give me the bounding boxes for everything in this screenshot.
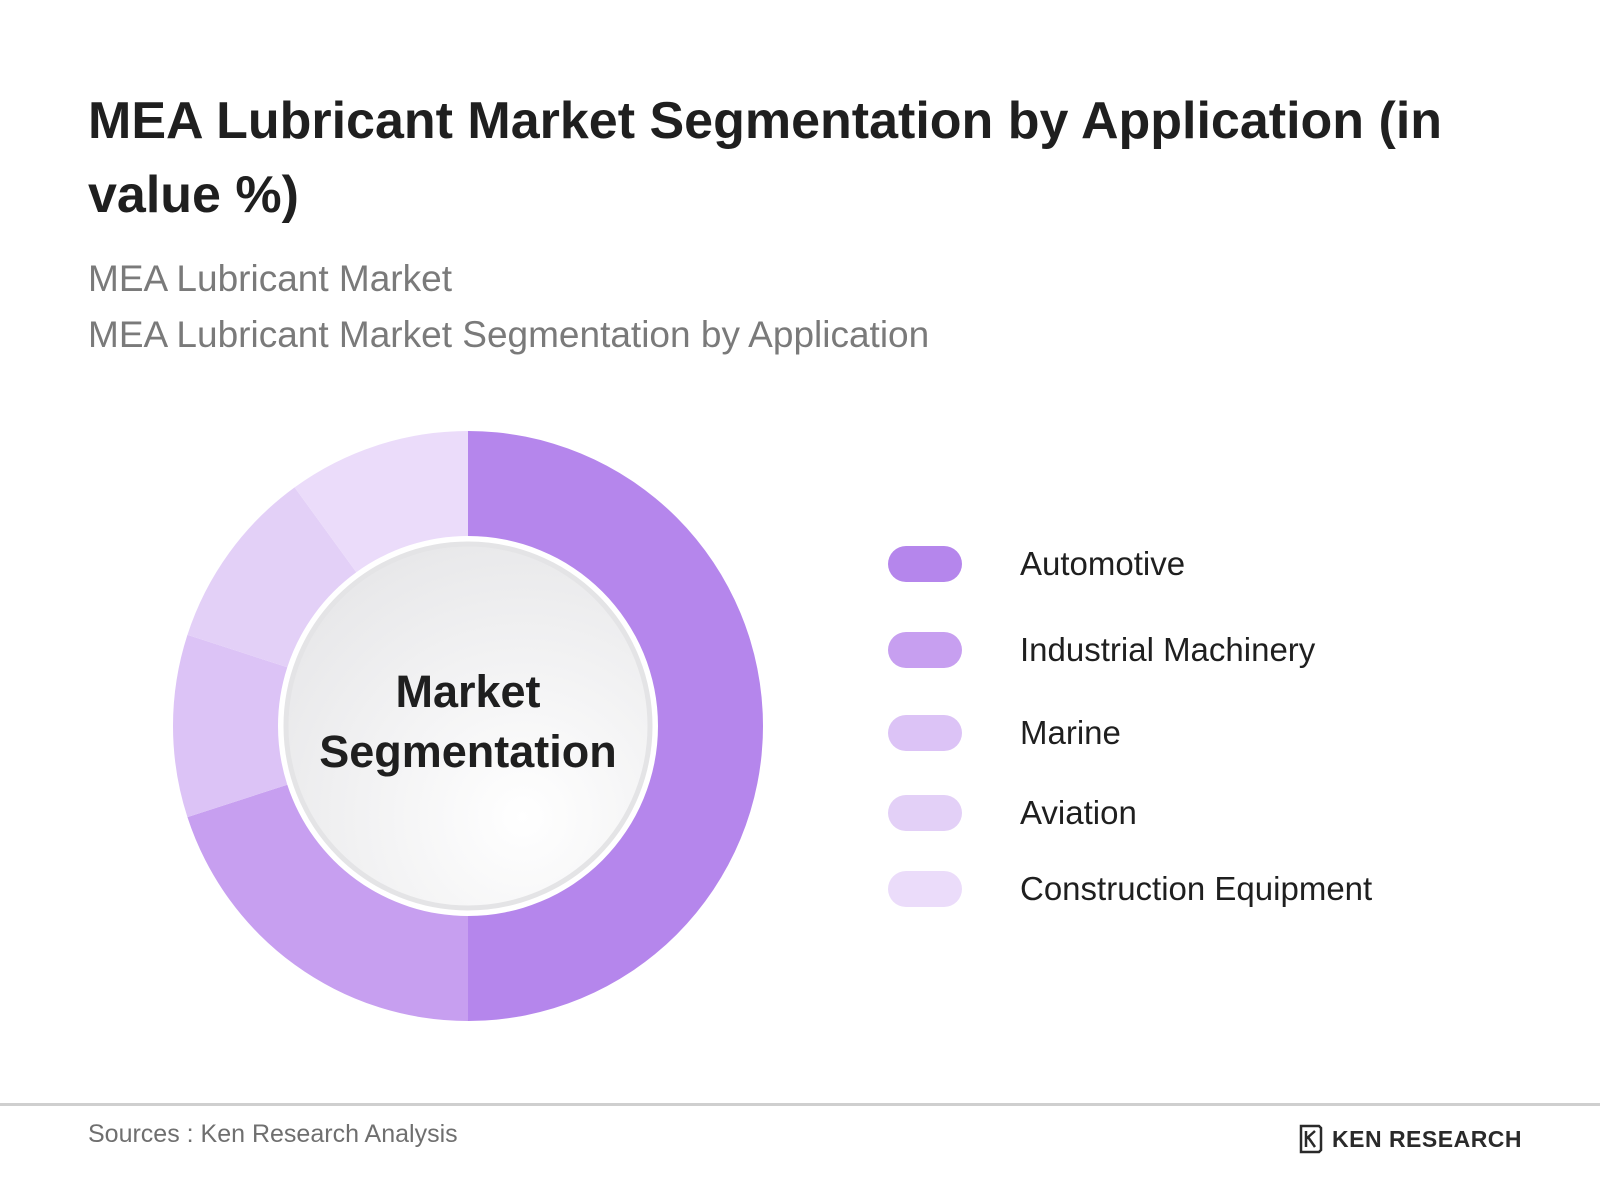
legend-swatch-construction-equipment	[888, 871, 962, 907]
legend-item-marine: Marine	[888, 713, 1508, 753]
legend-swatch-automotive	[888, 546, 962, 582]
donut-slice-construction-equipment	[294, 431, 468, 573]
donut-slice-marine	[172, 634, 288, 818]
chart-subtitle-segmentation: MEA Lubricant Market Segmentation by App…	[88, 314, 930, 355]
chart-title: MEA Lubricant Market Segmentation by App…	[88, 92, 1443, 224]
legend-item-industrial-machinery: Industrial Machinery	[888, 630, 1508, 670]
donut-center-label: Market Segmentation	[288, 662, 648, 782]
legend-label-construction-equipment: Construction Equipment	[1020, 870, 1373, 907]
chart-subtitle-market: MEA Lubricant Market	[88, 258, 452, 299]
chart-legend: Automotive Industrial Machinery Marine Avia…	[888, 0, 1508, 1000]
legend-item-aviation: Aviation	[888, 793, 1508, 833]
legend-item-automotive: Automotive	[888, 544, 1508, 584]
legend-label-automotive: Automotive	[1020, 545, 1186, 582]
source-note: Sources : Ken Research Analysis	[88, 1120, 458, 1148]
legend-swatch-aviation	[888, 795, 962, 831]
donut-slice-automotive	[468, 431, 763, 1021]
legend-swatch-industrial-machinery	[888, 632, 962, 668]
ken-research-logo-icon	[1299, 1124, 1323, 1154]
brand-name: KEN RESEARCH	[1332, 1126, 1523, 1152]
footer-divider	[0, 1103, 1600, 1106]
donut-slice-industrial-machinery	[187, 784, 468, 1021]
legend-swatch-marine	[888, 715, 962, 751]
donut-center-disc	[283, 541, 653, 911]
legend-label-marine: Marine	[1020, 714, 1121, 751]
center-label-line-2: Segmentation	[319, 726, 617, 777]
donut-slice-aviation	[187, 487, 357, 668]
center-label-line-1: Market	[395, 666, 541, 717]
legend-label-industrial-machinery: Industrial Machinery	[1020, 631, 1316, 668]
legend-item-construction-equipment: Construction Equipment	[888, 869, 1508, 909]
brand-logo: KEN RESEARCH	[1298, 1124, 1522, 1156]
legend-label-aviation: Aviation	[1020, 794, 1137, 831]
